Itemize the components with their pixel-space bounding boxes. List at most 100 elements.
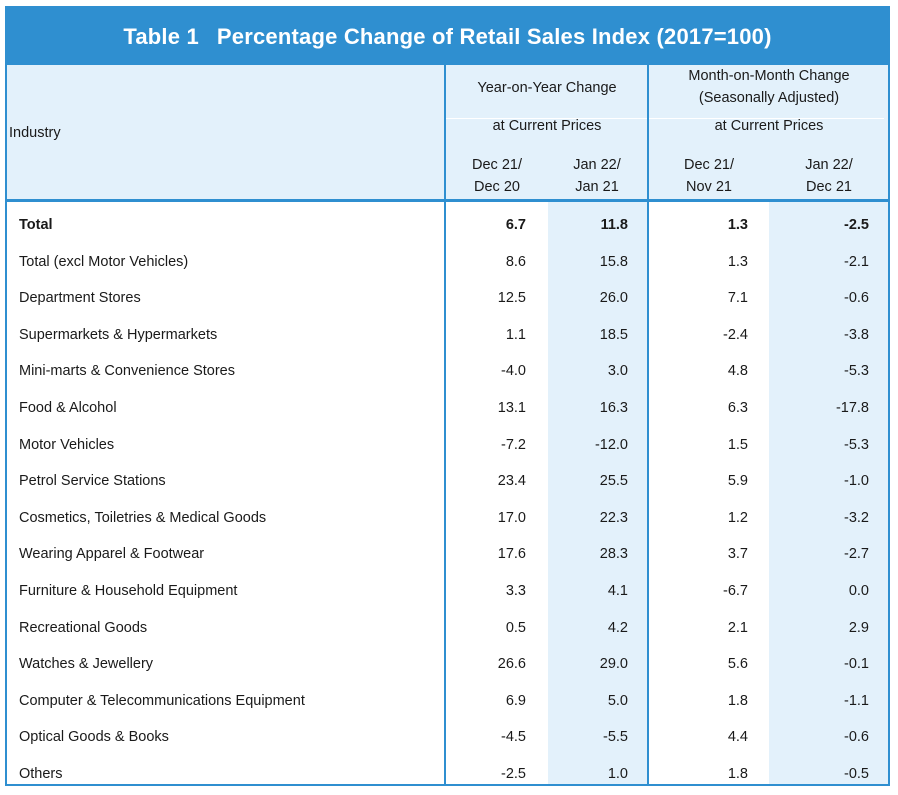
table-row: Motor Vehicles -7.2 -12.0 1.5 -5.3 <box>7 428 888 465</box>
value-yoy-dec: 6.7 <box>505 217 526 233</box>
table-row: Wearing Apparel & Footwear 17.6 28.3 3.7… <box>7 537 888 574</box>
value-yoy-dec: 8.6 <box>505 253 526 270</box>
industry-name: Wearing Apparel & Footwear <box>19 546 205 563</box>
value-yoy-dec: 17.0 <box>497 509 526 526</box>
table-row: Total (excl Motor Vehicles) 8.6 15.8 1.3… <box>7 245 888 282</box>
industry-name: Motor Vehicles <box>19 436 115 453</box>
value-mom-jan: 2.9 <box>848 619 869 636</box>
col-line2: Nov 21 <box>686 179 732 195</box>
value-yoy-dec: 17.6 <box>497 546 526 563</box>
value-mom-jan: -3.2 <box>844 509 869 526</box>
value-yoy-jan: 28.3 <box>599 546 628 563</box>
value-mom-dec: 2.1 <box>727 619 748 636</box>
table-row: Furniture & Household Equipment 3.3 4.1 … <box>7 574 888 611</box>
value-mom-dec: 6.3 <box>727 400 748 416</box>
col-line2: Dec 21 <box>806 179 852 195</box>
value-mom-jan: -1.0 <box>844 473 869 490</box>
value-mom-jan: -2.7 <box>844 546 869 563</box>
mom-group-title: Month-on-Month Change <box>688 68 850 84</box>
value-mom-dec: -6.7 <box>723 583 748 599</box>
value-mom-dec: 4.8 <box>727 363 748 380</box>
value-yoy-jan: 5.0 <box>607 692 628 709</box>
industry-name: Watches & Jewellery <box>19 656 154 673</box>
value-yoy-jan: -5.5 <box>603 729 628 746</box>
value-mom-jan: -3.8 <box>844 326 869 343</box>
value-mom-dec: 1.3 <box>727 253 748 270</box>
retail-sales-table: Table 1 Percentage Change of Retail Sale… <box>5 6 890 786</box>
mom-prices-label: at Current Prices <box>714 118 824 134</box>
industry-name: Recreational Goods <box>19 619 148 636</box>
value-mom-dec: -2.4 <box>723 326 748 343</box>
col-line1: Jan 22/ <box>573 157 621 173</box>
value-mom-jan: -0.1 <box>844 656 869 673</box>
industry-name: Mini-marts & Convenience Stores <box>19 363 235 380</box>
shade-column-yoy-jan <box>548 202 647 784</box>
industry-name: Petrol Service Stations <box>19 473 166 490</box>
industry-name: Department Stores <box>19 290 141 307</box>
value-yoy-dec: 12.5 <box>497 290 526 307</box>
value-yoy-dec: -2.5 <box>501 766 526 782</box>
value-mom-dec: 1.8 <box>727 692 748 709</box>
value-mom-dec: 1.8 <box>727 766 748 782</box>
table-row: Optical Goods & Books -4.5 -5.5 4.4 -0.6 <box>7 720 888 757</box>
col-line2: Dec 20 <box>474 179 520 195</box>
value-mom-dec: 4.4 <box>727 729 748 746</box>
yoy-prices-label: at Current Prices <box>492 118 602 134</box>
value-yoy-dec: 1.1 <box>505 326 526 343</box>
industry-name: Total (excl Motor Vehicles) <box>19 253 189 270</box>
shade-column-mom-jan <box>769 202 888 784</box>
header-divider <box>444 118 884 119</box>
value-mom-jan: -0.6 <box>844 290 869 307</box>
value-mom-dec: 1.2 <box>727 509 748 526</box>
industry-column-header: Industry <box>9 125 61 141</box>
value-yoy-jan: 26.0 <box>599 290 628 307</box>
value-yoy-jan: 4.1 <box>607 583 628 599</box>
column-header-yoy-dec: Dec 21/ Dec 20 <box>455 154 539 198</box>
table-row: Recreational Goods 0.5 4.2 2.1 2.9 <box>7 611 888 648</box>
value-mom-jan: -0.5 <box>844 766 869 782</box>
table-row: Supermarkets & Hypermarkets 1.1 18.5 -2.… <box>7 318 888 355</box>
value-mom-jan: -5.3 <box>844 436 869 453</box>
table-row: Department Stores 12.5 26.0 7.1 -0.6 <box>7 281 888 318</box>
table-row: Mini-marts & Convenience Stores -4.0 3.0… <box>7 354 888 391</box>
value-mom-jan: -1.1 <box>844 692 869 709</box>
table-row: Food & Alcohol 13.1 16.3 6.3 -17.8 <box>7 391 888 428</box>
value-mom-jan: -2.5 <box>844 217 869 233</box>
value-mom-dec: 1.5 <box>727 436 748 453</box>
value-mom-jan: 0.0 <box>848 583 869 599</box>
table-row: Total 6.7 11.8 1.3 -2.5 <box>7 208 888 245</box>
value-yoy-dec: -4.0 <box>501 363 526 380</box>
value-yoy-dec: -7.2 <box>501 436 526 453</box>
value-yoy-dec: 6.9 <box>505 692 526 709</box>
value-yoy-dec: 26.6 <box>497 656 526 673</box>
mom-group-header: Month-on-Month Change (Seasonally Adjust… <box>650 65 888 109</box>
table-row: Watches & Jewellery 26.6 29.0 5.6 -0.1 <box>7 647 888 684</box>
value-yoy-jan: 16.3 <box>599 400 628 416</box>
value-yoy-dec: 23.4 <box>497 473 526 490</box>
value-mom-jan: -0.6 <box>844 729 869 746</box>
value-yoy-jan: 3.0 <box>607 363 628 380</box>
table-title-bar: Table 1 Percentage Change of Retail Sale… <box>7 8 888 65</box>
value-mom-dec: 1.3 <box>727 217 748 233</box>
industry-name: Computer & Telecommunications Equipment <box>19 692 305 709</box>
column-header-yoy-jan: Jan 22/ Jan 21 <box>555 154 639 198</box>
value-yoy-dec: 3.3 <box>505 583 526 599</box>
table-header: Industry Year-on-Year Change Month-on-Mo… <box>7 65 888 202</box>
column-separator-groups <box>647 65 649 784</box>
yoy-group-title: Year-on-Year Change <box>477 80 617 96</box>
value-yoy-dec: 0.5 <box>505 619 526 636</box>
industry-name: Others <box>19 766 63 782</box>
value-yoy-jan: 15.8 <box>599 253 628 270</box>
table-row: Cosmetics, Toiletries & Medical Goods 17… <box>7 501 888 538</box>
column-header-mom-dec: Dec 21/ Nov 21 <box>667 154 751 198</box>
value-mom-dec: 5.9 <box>727 473 748 490</box>
value-yoy-jan: -12.0 <box>594 436 628 453</box>
value-mom-dec: 7.1 <box>727 290 748 307</box>
value-mom-dec: 5.6 <box>727 656 748 673</box>
mom-group-subtitle: (Seasonally Adjusted) <box>698 90 840 106</box>
industry-name: Cosmetics, Toiletries & Medical Goods <box>19 509 267 526</box>
table-row: Computer & Telecommunications Equipment … <box>7 684 888 721</box>
value-yoy-jan: 4.2 <box>607 619 628 636</box>
value-mom-jan: -2.1 <box>844 253 869 270</box>
table-number: Table 1 <box>123 23 199 49</box>
